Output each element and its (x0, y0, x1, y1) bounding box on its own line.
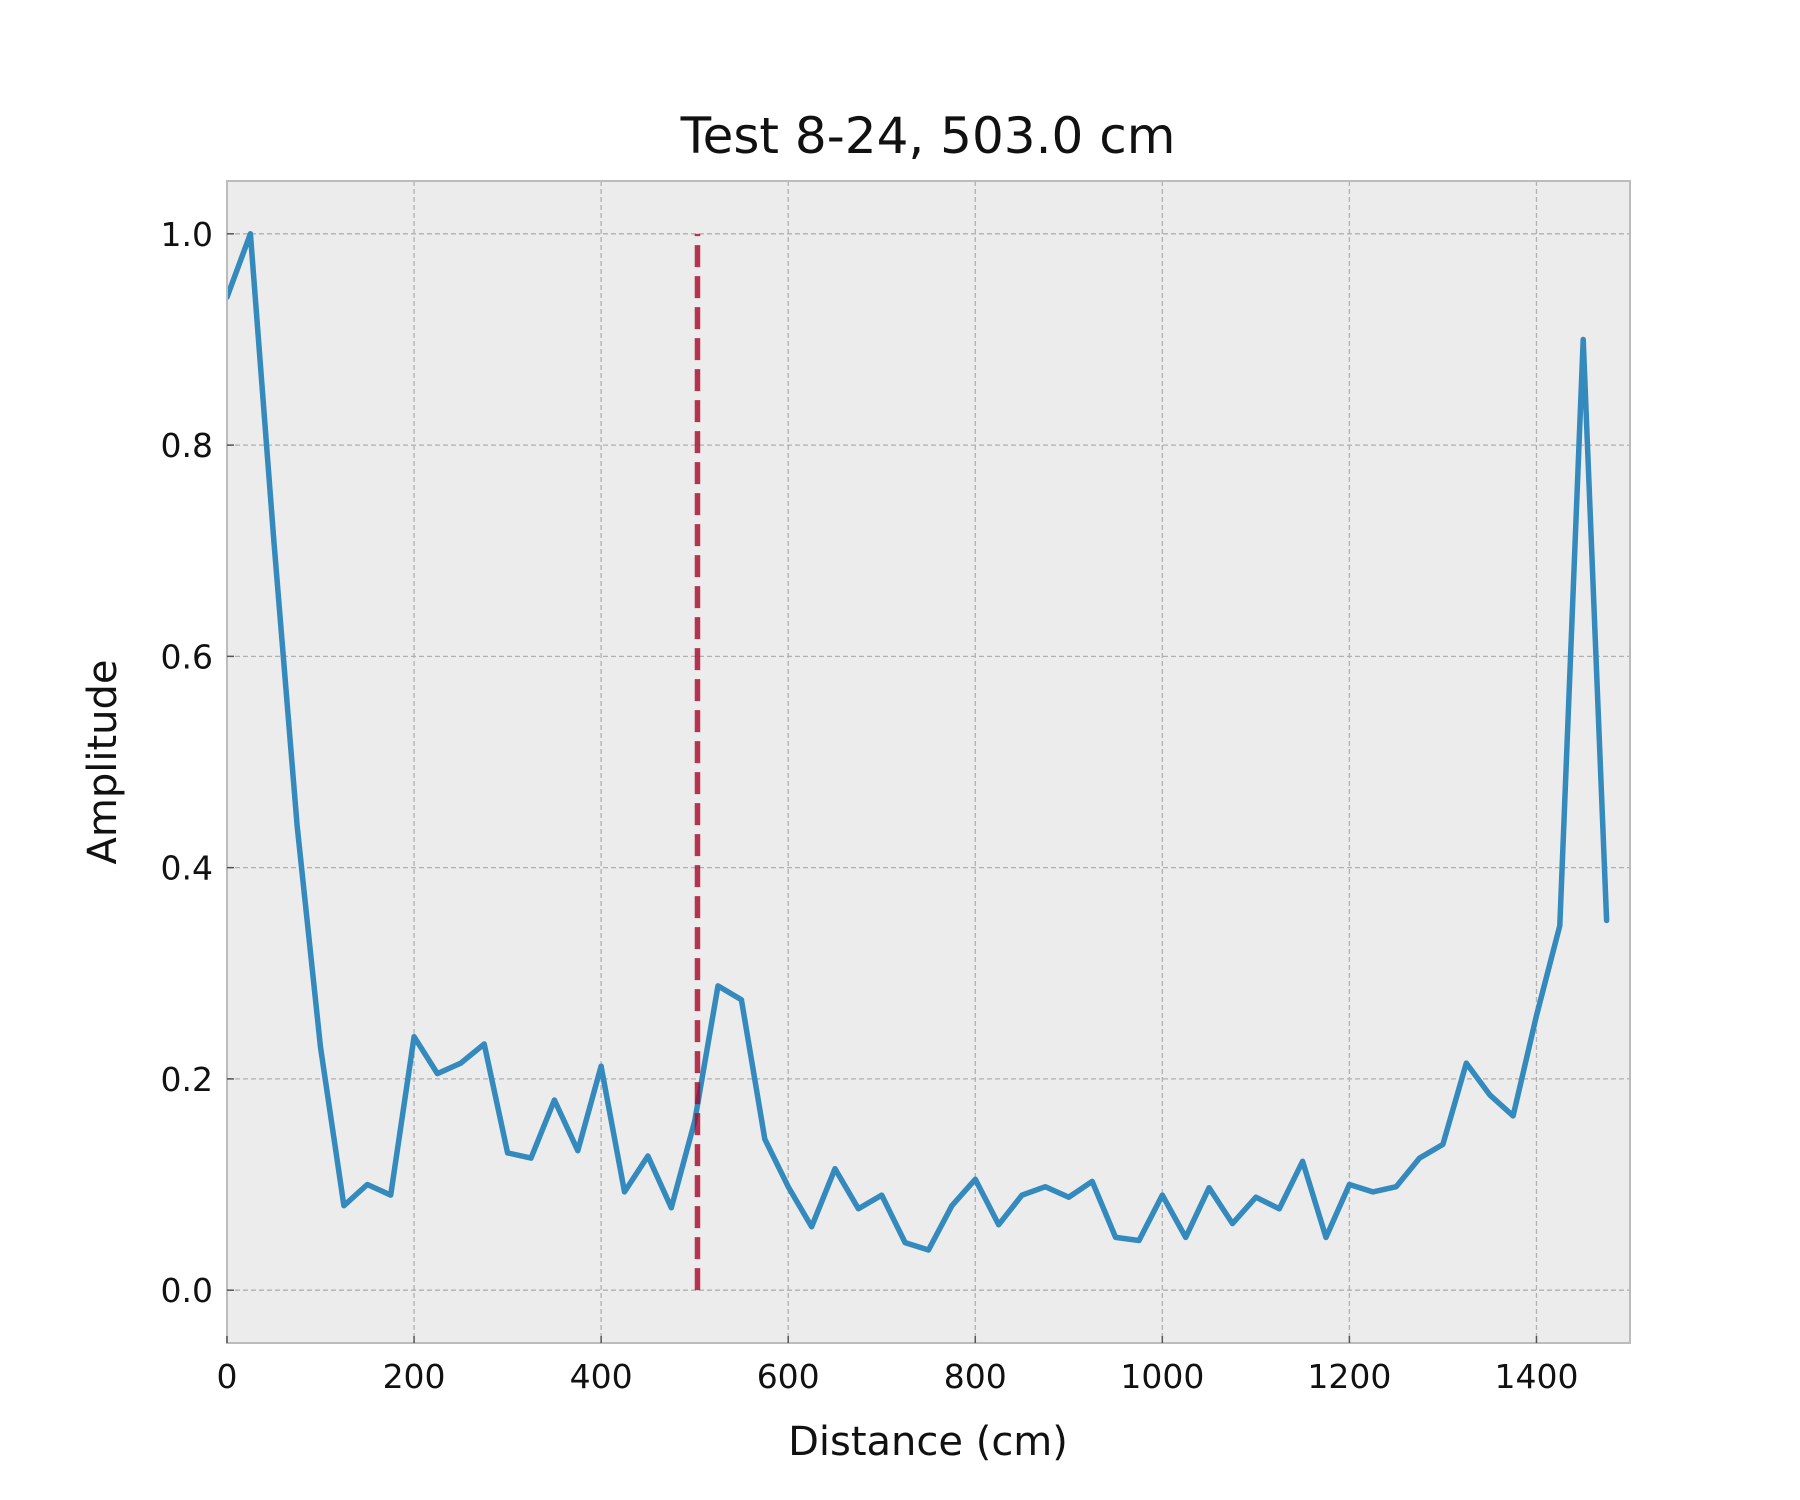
gridlines (226, 181, 1630, 1343)
series-line-amplitude (227, 231, 1610, 1253)
x-tick-label: 0 (217, 1357, 238, 1396)
x-tick-label: 1400 (1494, 1357, 1578, 1396)
plot-frame (226, 180, 1631, 1344)
x-tick-label: 1000 (1120, 1357, 1204, 1396)
plot-background (227, 181, 1630, 1343)
y-tick-label: 1.0 (161, 215, 213, 254)
y-tick-label: 0.6 (161, 637, 213, 676)
y-axis-label: Amplitude (80, 660, 126, 865)
x-tick-label: 800 (944, 1357, 1007, 1396)
x-tick-label: 400 (570, 1357, 633, 1396)
x-tick-label: 1200 (1307, 1357, 1391, 1396)
y-tick-label: 0.0 (161, 1271, 213, 1310)
x-axis-label: Distance (cm) (788, 1419, 1068, 1465)
x-tick-label: 200 (383, 1357, 446, 1396)
ticks: 0 200 400 600 800 1000 1200 1400 0.0 0.2 0.4 0.6 0.8… (161, 215, 1579, 1396)
chart-title: Test 8-24, 503.0 cm (680, 107, 1176, 165)
x-tick-label: 600 (757, 1357, 820, 1396)
series-group (227, 231, 1610, 1253)
y-tick-label: 0.4 (161, 849, 213, 888)
y-tick-label: 0.8 (161, 426, 213, 465)
y-tick-label: 0.2 (161, 1060, 213, 1099)
